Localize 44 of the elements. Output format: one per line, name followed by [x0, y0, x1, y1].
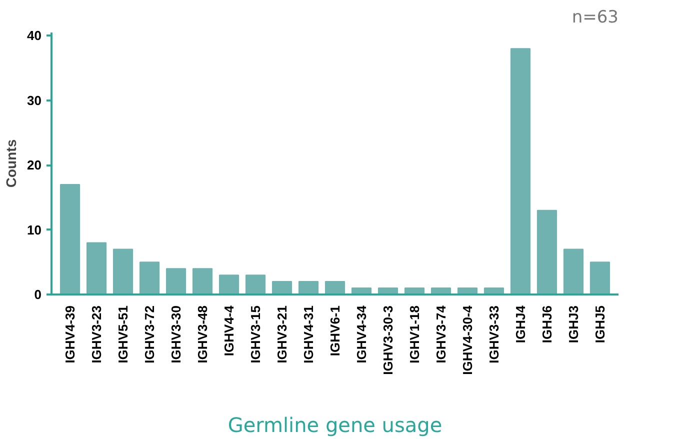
x-tick-label: IGHV3-74: [433, 304, 448, 364]
bar: [86, 242, 107, 294]
x-tick-label: IGHV3-30: [168, 305, 184, 364]
bar: [139, 262, 160, 294]
x-tick-label: IGHV4-39: [62, 305, 78, 364]
bar: [192, 268, 213, 294]
text: n=63: [572, 8, 619, 28]
x-tick-label: IGHV3-48: [195, 305, 210, 364]
x-tick-label: IGHV4-34: [354, 304, 369, 364]
y-tick-label: 10: [27, 222, 42, 238]
x-tick-label: IGHV4-31: [301, 305, 316, 364]
y-axis-title: Counts: [3, 139, 20, 188]
bar: [166, 268, 186, 294]
x-tick-label: IGHJ4: [512, 304, 528, 344]
x-tick-label: IGHV3-23: [89, 305, 104, 364]
x-tick-label: IGHV3-33: [486, 305, 502, 364]
x-tick-label: IGHV3-15: [248, 305, 264, 364]
bar: [298, 281, 319, 294]
x-tick-label: IGHV1-18: [406, 305, 422, 364]
y-tick-label: 40: [27, 28, 42, 44]
y-tick-label: 20: [27, 158, 42, 173]
bar: [324, 281, 346, 294]
x-tick-label: IGHV4-4: [222, 304, 237, 356]
x-tick-label: IGHV3-72: [142, 305, 158, 364]
x-tick-label: IGHV6-1: [328, 305, 342, 356]
bar: [113, 248, 134, 294]
x-tick-label: IGHJ3: [566, 305, 581, 344]
x-axis-title: Germline gene usage: [228, 412, 442, 437]
bar: [510, 48, 531, 294]
x-tick-label: IGHV3-30-3: [380, 305, 396, 375]
bar: [218, 274, 240, 294]
y-tick-label: 0: [34, 287, 42, 302]
bar: [245, 274, 266, 294]
bar: [563, 248, 584, 294]
bar: [60, 184, 80, 294]
y-tick-label: 30: [27, 92, 42, 108]
bar: [590, 262, 610, 294]
x-tick-label: IGHV3-21: [274, 305, 290, 364]
bar: [536, 210, 557, 294]
x-tick-label: IGHJ5: [592, 305, 608, 344]
x-tick-label: IGHV5-51: [116, 305, 131, 364]
bar: [272, 281, 292, 294]
x-tick-label: IGHV4-30-4: [460, 304, 475, 375]
x-tick-label: IGHJ6: [539, 305, 554, 344]
